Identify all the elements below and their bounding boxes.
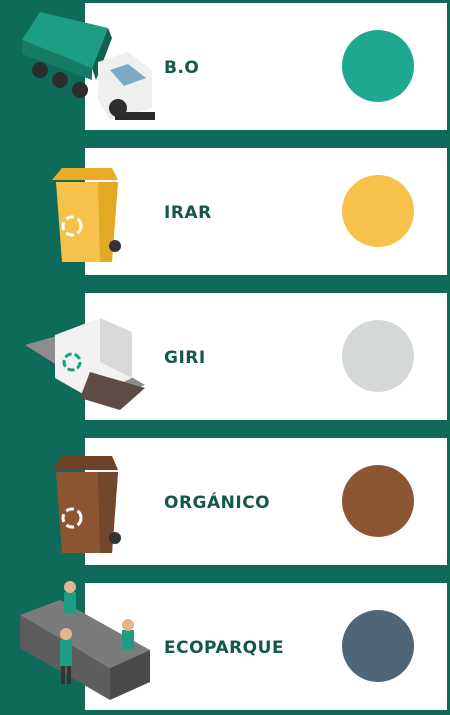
page: B.O IRAR GIRI ORGÁNICO ECOPARQUE (() => … — [0, 0, 450, 715]
item-label: IRAR — [164, 203, 212, 223]
color-dot — [342, 30, 414, 102]
color-dot — [342, 610, 414, 682]
item-label: ECOPARQUE — [164, 638, 284, 658]
item-label: B.O — [164, 58, 199, 78]
color-dot — [342, 175, 414, 247]
color-dot — [342, 320, 414, 392]
item-label: ORGÁNICO — [164, 491, 270, 513]
yellow-bin-icon — [52, 168, 121, 262]
color-dot — [342, 465, 414, 537]
legend: B.O IRAR GIRI ORGÁNICO ECOPARQUE — [0, 0, 450, 715]
item-label: GIRI — [164, 348, 206, 368]
